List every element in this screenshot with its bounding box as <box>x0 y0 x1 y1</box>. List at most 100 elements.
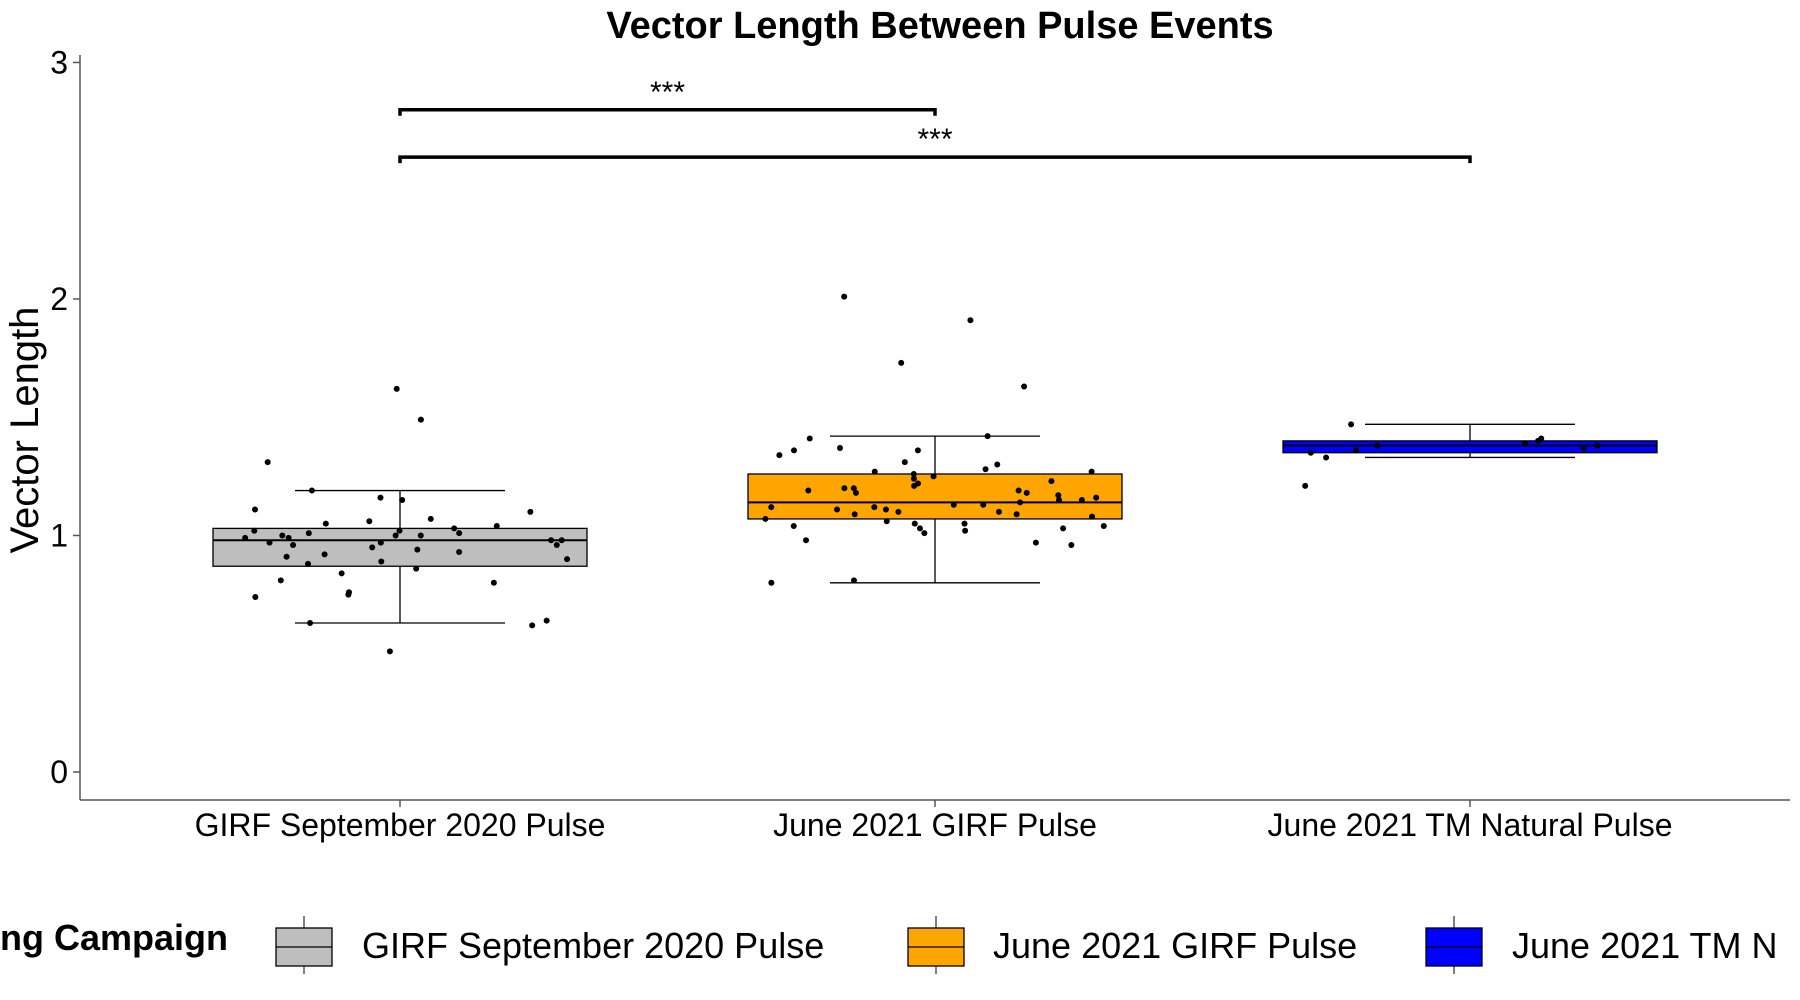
data-point <box>967 317 974 324</box>
data-point <box>962 527 969 534</box>
data-point <box>910 471 917 477</box>
data-point <box>1088 468 1095 475</box>
data-point <box>806 435 813 442</box>
data-point <box>805 487 812 494</box>
data-point <box>961 520 968 527</box>
y-tick-label: 1 <box>50 517 68 553</box>
plot-area: 0 1 2 3 GIRF September 2020 Pulse June 2021 G… <box>50 44 1790 843</box>
data-point <box>1374 442 1381 449</box>
data-point <box>911 520 918 527</box>
data-point <box>377 539 384 546</box>
data-point <box>345 591 352 598</box>
data-point <box>427 515 434 522</box>
data-point <box>1100 523 1107 530</box>
data-point <box>851 511 858 518</box>
boxplot-2 <box>747 293 1123 586</box>
data-point <box>290 541 297 548</box>
data-point <box>882 506 889 513</box>
data-point <box>252 593 259 600</box>
legend-title: ng Campaign <box>0 917 228 958</box>
data-point <box>911 482 918 489</box>
x-tick-label: June 2021 TM Natural Pulse <box>1268 807 1673 843</box>
data-point <box>921 530 928 537</box>
data-point <box>910 475 917 482</box>
data-point <box>1302 482 1309 489</box>
data-point <box>790 447 797 454</box>
data-point <box>883 518 890 525</box>
box <box>1282 440 1658 454</box>
data-point <box>322 520 329 527</box>
data-point <box>369 544 376 551</box>
bracket-line <box>398 155 1472 164</box>
significance-label: *** <box>650 76 685 109</box>
data-point <box>930 473 937 480</box>
data-point <box>871 504 878 511</box>
data-point <box>1307 449 1314 456</box>
data-point <box>982 466 989 473</box>
data-point <box>1056 497 1063 504</box>
data-point <box>916 525 923 532</box>
data-point <box>836 444 843 451</box>
data-point <box>871 468 878 475</box>
data-point <box>850 485 857 492</box>
data-point <box>251 506 258 513</box>
significance-label: *** <box>917 123 952 156</box>
boxplot-1 <box>212 385 588 655</box>
data-point <box>841 485 848 492</box>
data-point <box>414 546 421 553</box>
data-point <box>308 487 315 494</box>
data-point <box>413 565 420 572</box>
data-point <box>1048 478 1055 485</box>
data-point <box>850 577 857 584</box>
data-point <box>1013 511 1020 518</box>
data-point <box>304 560 311 567</box>
data-point <box>305 530 312 537</box>
data-point <box>548 537 555 544</box>
data-point <box>914 447 921 454</box>
data-point <box>984 433 991 440</box>
data-point <box>833 506 840 513</box>
data-point <box>529 622 536 629</box>
data-point <box>285 534 292 541</box>
x-tick-label: GIRF September 2020 Pulse <box>195 807 606 843</box>
data-point <box>283 553 290 560</box>
data-point <box>490 579 497 586</box>
boxplot-3 <box>1282 421 1658 489</box>
data-point <box>264 459 271 466</box>
data-point <box>399 497 406 504</box>
y-axis-title: Vector Length <box>3 307 47 554</box>
data-point <box>277 577 284 584</box>
data-point <box>456 549 463 556</box>
bracket-line <box>398 108 937 116</box>
box <box>212 527 588 567</box>
data-point <box>392 532 399 539</box>
significance-bracket: *** <box>398 76 937 116</box>
data-point <box>251 527 258 534</box>
data-point <box>1594 442 1601 449</box>
data-point <box>1023 489 1030 496</box>
legend-key-3 <box>1425 916 1483 974</box>
data-point <box>307 620 314 626</box>
data-point <box>1535 437 1542 444</box>
data-point <box>790 523 797 530</box>
data-point <box>768 579 775 586</box>
data-point <box>1017 499 1024 506</box>
data-point <box>898 359 905 366</box>
data-point <box>543 617 550 624</box>
x-tick-label: June 2021 GIRF Pulse <box>773 807 1097 843</box>
data-point <box>558 537 565 544</box>
data-point <box>396 527 403 534</box>
data-point <box>386 648 393 655</box>
data-point <box>1060 525 1067 532</box>
data-point <box>803 537 810 544</box>
data-point <box>553 541 560 548</box>
data-point <box>768 504 775 511</box>
y-tick-label: 0 <box>50 754 68 790</box>
legend-key-2 <box>907 916 965 974</box>
data-point <box>266 539 273 546</box>
legend-key-1 <box>275 916 333 974</box>
data-point <box>1015 487 1022 494</box>
data-point <box>852 489 859 496</box>
data-point <box>451 525 458 532</box>
